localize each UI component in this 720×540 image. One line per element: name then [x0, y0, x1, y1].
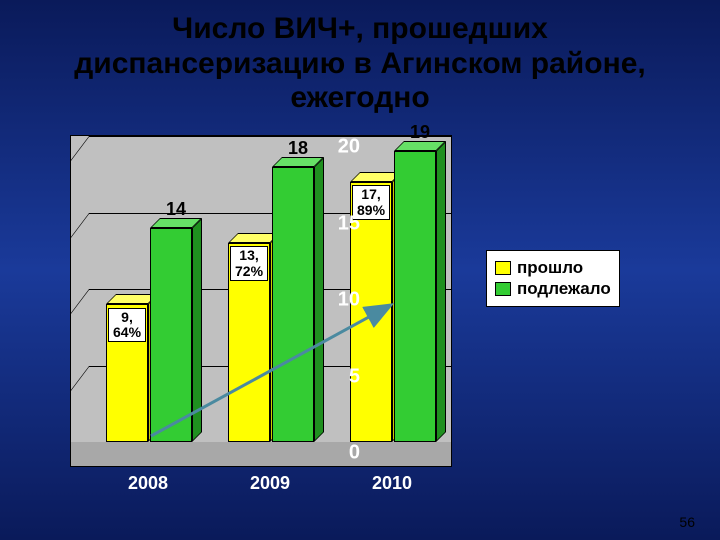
y-tick-label: 20 [310, 136, 360, 159]
x-tick-label: 2008 [128, 473, 168, 494]
legend-item: подлежало [495, 279, 611, 299]
legend-item: прошло [495, 258, 611, 278]
bar-подлежало [394, 151, 436, 442]
data-label-green: 14 [166, 199, 186, 220]
plot-floor [71, 442, 451, 466]
data-label-green: 18 [288, 138, 308, 159]
legend-label: прошло [517, 258, 583, 278]
page-number: 56 [679, 514, 695, 530]
bar-side [436, 141, 446, 442]
bar-side [192, 218, 202, 442]
y-tick-label: 0 [310, 442, 360, 465]
legend-label: подлежало [517, 279, 611, 299]
bar-front [150, 228, 192, 442]
y-tick-label: 15 [310, 212, 360, 235]
data-label-yellow: 13, 72% [230, 246, 268, 281]
legend-swatch [495, 282, 511, 296]
data-label-green: 19 [410, 122, 430, 143]
y-tick-label: 5 [310, 365, 360, 388]
bar-подлежало [150, 228, 192, 442]
bar-front [272, 167, 314, 442]
x-tick-label: 2009 [250, 473, 290, 494]
legend: прошлоподлежало [486, 250, 620, 307]
chart-area: 9, 64%1413, 72%1817, 89%19 05101520 2008… [20, 135, 700, 505]
plot-background: 9, 64%1413, 72%1817, 89%19 [70, 135, 452, 467]
gridline [89, 136, 451, 137]
bar-front [394, 151, 436, 442]
chart-title: Число ВИЧ+, прошедших диспансеризацию в … [0, 0, 720, 120]
bar-подлежало [272, 167, 314, 442]
legend-swatch [495, 261, 511, 275]
data-label-yellow: 9, 64% [108, 308, 146, 343]
x-tick-label: 2010 [372, 473, 412, 494]
y-tick-label: 10 [310, 289, 360, 312]
